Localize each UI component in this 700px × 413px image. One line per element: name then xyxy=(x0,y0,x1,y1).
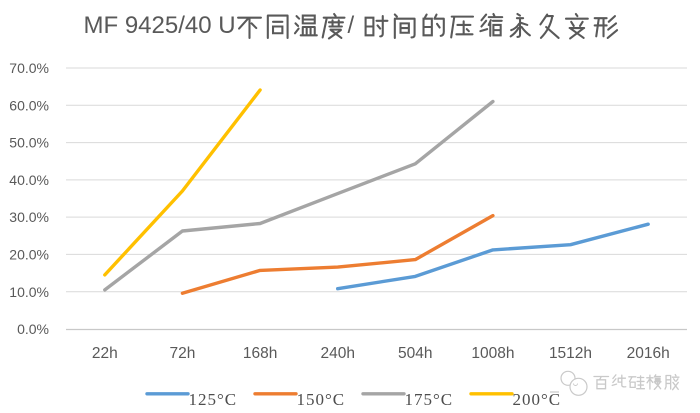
svg-text:30.0%: 30.0% xyxy=(9,209,49,225)
svg-text:50.0%: 50.0% xyxy=(9,135,49,151)
svg-text:70.0%: 70.0% xyxy=(9,60,49,76)
svg-text:125°C: 125°C xyxy=(189,390,238,409)
svg-text:1512h: 1512h xyxy=(549,345,592,362)
svg-text:20.0%: 20.0% xyxy=(9,247,49,263)
svg-text:150°C: 150°C xyxy=(297,390,346,409)
svg-text:200°C: 200°C xyxy=(513,390,562,409)
svg-text:40.0%: 40.0% xyxy=(9,172,49,188)
svg-text:504h: 504h xyxy=(398,345,432,362)
svg-text:240h: 240h xyxy=(320,345,354,362)
svg-text:1008h: 1008h xyxy=(471,345,514,362)
svg-text:2016h: 2016h xyxy=(627,345,670,362)
svg-text:10.0%: 10.0% xyxy=(9,284,49,300)
svg-text:22h: 22h xyxy=(92,345,118,362)
svg-text:60.0%: 60.0% xyxy=(9,97,49,113)
svg-text:168h: 168h xyxy=(243,345,277,362)
svg-text:0.0%: 0.0% xyxy=(17,321,49,337)
svg-text:MF 9425/40 U: MF 9425/40 U xyxy=(84,12,236,39)
svg-text:175°C: 175°C xyxy=(405,390,454,409)
svg-text:/: / xyxy=(348,12,355,39)
svg-text:72h: 72h xyxy=(169,345,195,362)
